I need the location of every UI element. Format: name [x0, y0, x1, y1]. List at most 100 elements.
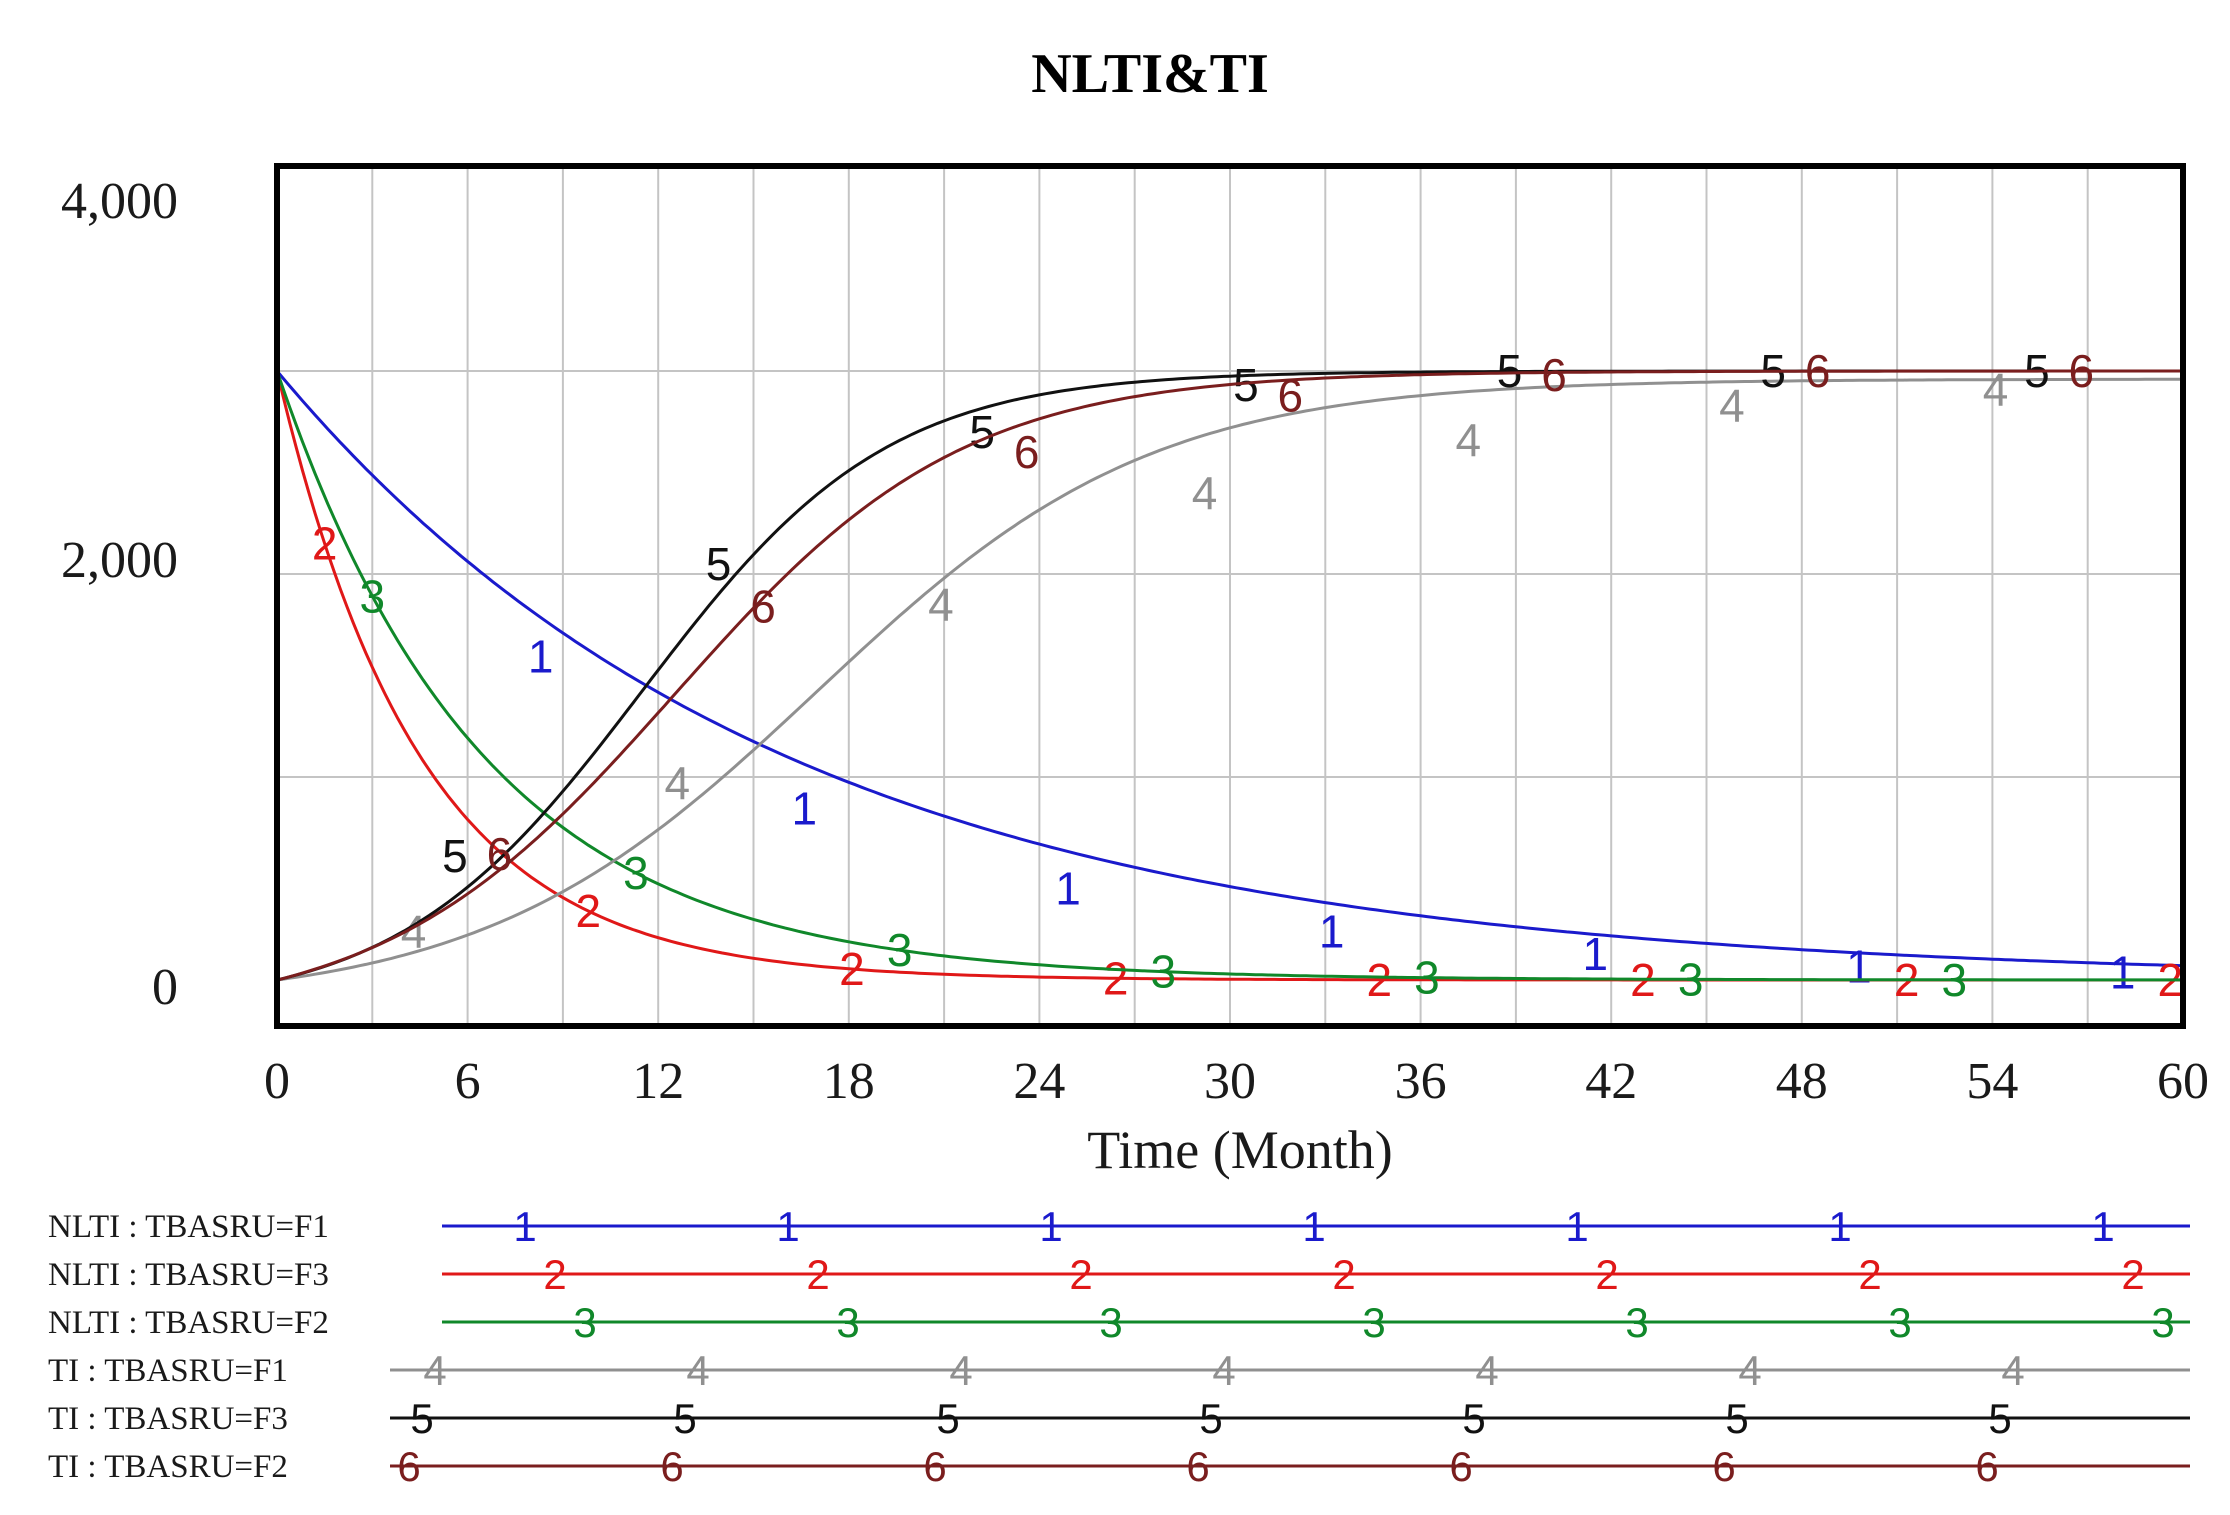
legend-marker-1: 1 — [1039, 1203, 1062, 1250]
legend-marker-4: 4 — [949, 1347, 972, 1394]
legend-marker-4: 4 — [423, 1347, 446, 1394]
data-marker-4: 4 — [1719, 380, 1745, 432]
x-tick-label: 60 — [2157, 1053, 2209, 1110]
legend-label: NLTI : TBASRU=F1 — [48, 1209, 329, 1245]
legend-marker-6: 6 — [1449, 1443, 1472, 1490]
legend-label: TI : TBASRU=F3 — [48, 1401, 288, 1437]
x-tick-label: 24 — [1013, 1053, 1065, 1110]
data-marker-2: 2 — [576, 885, 602, 937]
series-line-6 — [276, 369, 2183, 982]
plot-frame — [274, 163, 2186, 1029]
data-marker-5: 5 — [969, 406, 995, 458]
x-tick-label: 42 — [1585, 1053, 1637, 1110]
x-tick-label: 54 — [1966, 1053, 2018, 1110]
legend-marker-5: 5 — [936, 1395, 959, 1442]
legend-marker-6: 6 — [1975, 1443, 1998, 1490]
data-marker-6: 6 — [2069, 345, 2095, 397]
data-marker-3: 3 — [623, 847, 649, 899]
legend-marker-4: 4 — [1475, 1347, 1498, 1394]
legend-label: TI : TBASRU=F2 — [48, 1449, 288, 1485]
data-marker-3: 3 — [1941, 954, 1967, 1006]
data-marker-2: 2 — [839, 943, 865, 995]
data-marker-4: 4 — [928, 578, 954, 630]
x-tick-label: 36 — [1395, 1053, 1447, 1110]
legend-marker-2: 2 — [1069, 1251, 1092, 1298]
legend: NLTI : TBASRU=F1 1 1 1 1 1 1 1 NLTI : TBASRU=F3 2… — [48, 1203, 2190, 1490]
legend-label: NLTI : TBASRU=F2 — [48, 1305, 329, 1341]
legend-marker-5: 5 — [1988, 1395, 2011, 1442]
legend-marker-3: 3 — [1362, 1299, 1385, 1346]
data-marker-1: 1 — [1055, 863, 1081, 915]
data-marker-1: 1 — [2110, 947, 2136, 999]
legend-marker-2: 2 — [1595, 1251, 1618, 1298]
legend-marker-6: 6 — [397, 1443, 420, 1490]
data-marker-3: 3 — [360, 570, 386, 622]
legend-marker-5: 5 — [410, 1395, 433, 1442]
data-marker-1: 1 — [1583, 928, 1609, 980]
data-marker-3: 3 — [1150, 946, 1176, 998]
legend-marker-5: 5 — [673, 1395, 696, 1442]
legend-marker-5: 5 — [1462, 1395, 1485, 1442]
legend-label: TI : TBASRU=F1 — [48, 1353, 288, 1389]
data-marker-5: 5 — [706, 538, 732, 590]
data-marker-1: 1 — [528, 631, 554, 683]
legend-marker-3: 3 — [836, 1299, 859, 1346]
x-tick-label: 6 — [455, 1053, 481, 1110]
data-marker-3: 3 — [1678, 953, 1704, 1005]
legend-marker-2: 2 — [806, 1251, 829, 1298]
legend-marker-3: 3 — [2151, 1299, 2174, 1346]
data-marker-4: 4 — [1455, 414, 1481, 466]
legend-marker-4: 4 — [686, 1347, 709, 1394]
data-marker-6: 6 — [1541, 349, 1567, 401]
y-tick-label: 2,000 — [61, 532, 178, 589]
grid — [277, 166, 2183, 1026]
legend-marker-1: 1 — [513, 1203, 536, 1250]
legend-marker-4: 4 — [2001, 1347, 2024, 1394]
data-marker-4: 4 — [1192, 467, 1218, 519]
data-marker-6: 6 — [1805, 345, 1831, 397]
chart-title: NLTI&TI — [1031, 43, 1269, 105]
legend-marker-3: 3 — [1888, 1299, 1911, 1346]
data-marker-4: 4 — [664, 757, 690, 809]
data-marker-3: 3 — [887, 924, 913, 976]
data-marker-6: 6 — [1014, 426, 1040, 478]
series-line-4 — [276, 377, 2183, 982]
x-tick-label: 12 — [632, 1053, 684, 1110]
legend-marker-1: 1 — [1565, 1203, 1588, 1250]
legend-marker-6: 6 — [923, 1443, 946, 1490]
legend-marker-1: 1 — [2091, 1203, 2114, 1250]
legend-marker-4: 4 — [1212, 1347, 1235, 1394]
legend-marker-3: 3 — [1625, 1299, 1648, 1346]
legend-marker-2: 2 — [1858, 1251, 1881, 1298]
data-marker-6: 6 — [1278, 369, 1304, 421]
data-marker-1: 1 — [1846, 940, 1872, 992]
legend-marker-4: 4 — [1738, 1347, 1761, 1394]
data-marker-2: 2 — [1367, 954, 1393, 1006]
data-marker-5: 5 — [1497, 345, 1523, 397]
data-marker-1: 1 — [1319, 905, 1345, 957]
data-marker-5: 5 — [442, 830, 468, 882]
legend-marker-3: 3 — [1099, 1299, 1122, 1346]
data-marker-1: 1 — [792, 782, 818, 834]
data-marker-2: 2 — [312, 518, 338, 570]
series-line-3 — [275, 370, 2183, 982]
legend-marker-6: 6 — [1186, 1443, 1209, 1490]
legend-label: NLTI : TBASRU=F3 — [48, 1257, 329, 1293]
legend-marker-5: 5 — [1725, 1395, 1748, 1442]
x-tick-label: 0 — [264, 1053, 290, 1110]
y-tick-label: 0 — [152, 959, 178, 1016]
legend-marker-2: 2 — [543, 1251, 566, 1298]
x-tick-label: 18 — [823, 1053, 875, 1110]
x-tick-label: 30 — [1204, 1053, 1256, 1110]
legend-marker-1: 1 — [1302, 1203, 1325, 1250]
data-marker-2: 2 — [1103, 952, 1129, 1004]
legend-marker-6: 6 — [660, 1443, 683, 1490]
x-axis-label: Time (Month) — [1087, 1120, 1393, 1180]
data-marker-6: 6 — [487, 828, 513, 880]
data-marker-6: 6 — [750, 580, 776, 632]
series-line-1 — [275, 370, 2184, 968]
